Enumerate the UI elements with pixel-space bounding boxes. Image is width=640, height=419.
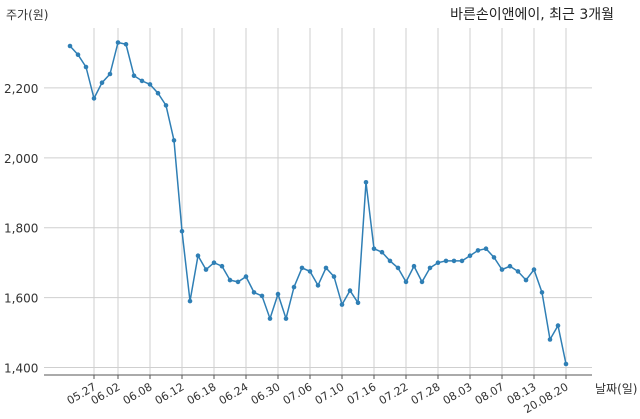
data-point — [219, 263, 225, 269]
y-axis-title: 주가(원) — [6, 8, 49, 22]
data-point — [299, 265, 305, 271]
x-tick-label: 07.10 — [313, 380, 347, 407]
data-point — [259, 293, 265, 299]
axes: 1,4001,6001,8002,0002,20005.2706.0206.08… — [4, 82, 592, 416]
data-point — [451, 258, 457, 264]
data-point — [363, 180, 369, 185]
x-tick-label: 06.08 — [121, 380, 155, 407]
data-point — [515, 269, 521, 274]
data-point — [211, 260, 217, 266]
data-point — [547, 337, 553, 342]
data-point — [107, 71, 113, 77]
data-point — [155, 90, 161, 96]
data-point — [523, 277, 529, 283]
data-point — [291, 284, 297, 290]
data-point — [499, 267, 505, 272]
x-tick-label: 06.18 — [185, 380, 219, 407]
data-point — [195, 253, 201, 258]
y-tick-label: 1,600 — [4, 292, 38, 306]
x-tick-label: 08.07 — [473, 380, 507, 407]
x-tick-label: 08.03 — [441, 380, 475, 407]
data-point — [67, 43, 73, 49]
data-point — [387, 258, 393, 264]
x-tick-label: 06.24 — [217, 380, 251, 407]
data-point — [427, 265, 433, 271]
data-point — [123, 42, 129, 47]
data-point — [419, 279, 425, 285]
data-point — [443, 258, 449, 264]
data-point — [75, 52, 81, 57]
y-tick-label: 1,800 — [4, 222, 38, 236]
data-point — [115, 40, 121, 45]
data-point — [147, 82, 153, 87]
data-point — [475, 248, 481, 253]
data-point — [467, 253, 473, 258]
data-point — [307, 269, 313, 274]
chart-title: 바른손이앤에이, 최근 3개월 — [450, 7, 614, 23]
x-tick-label: 07.06 — [281, 380, 315, 407]
data-point — [91, 96, 97, 101]
data-point — [435, 260, 441, 266]
data-point — [283, 316, 289, 321]
price-series-line — [69, 41, 567, 365]
x-axis-title: 날짜(일) — [595, 382, 638, 396]
x-tick-label: 06.12 — [153, 380, 187, 407]
data-point — [163, 103, 169, 108]
data-point — [83, 64, 89, 70]
data-point — [323, 265, 329, 271]
data-point — [347, 288, 353, 293]
data-point — [179, 228, 185, 234]
data-point — [235, 279, 241, 285]
data-point — [403, 279, 409, 285]
data-point — [99, 80, 105, 85]
y-tick-label: 2,000 — [4, 152, 38, 166]
data-point — [139, 78, 145, 84]
data-point — [315, 283, 321, 288]
y-tick-label: 2,200 — [4, 82, 38, 96]
data-point — [411, 263, 417, 269]
x-tick-label: 07.22 — [377, 380, 411, 407]
grid — [44, 28, 592, 375]
data-point — [227, 277, 233, 283]
data-point — [243, 274, 249, 279]
data-point — [459, 258, 465, 264]
x-tick-label: 07.16 — [345, 380, 379, 407]
data-point — [203, 267, 209, 272]
data-point — [563, 361, 569, 367]
y-tick-label: 1,400 — [4, 361, 38, 375]
data-point — [187, 298, 193, 304]
data-point — [491, 255, 497, 260]
data-point — [131, 73, 137, 78]
data-point — [267, 316, 273, 321]
x-tick-label: 06.30 — [249, 380, 283, 407]
data-point — [171, 138, 177, 143]
data-point — [251, 290, 257, 295]
data-point — [371, 246, 377, 251]
data-point — [355, 300, 361, 306]
data-point — [275, 291, 281, 297]
data-point — [539, 290, 545, 295]
data-point — [483, 246, 489, 251]
data-point — [379, 249, 385, 255]
data-point — [339, 302, 345, 307]
data-point — [331, 274, 337, 279]
data-point — [507, 263, 513, 269]
data-point — [531, 267, 537, 272]
data-point — [555, 323, 561, 328]
series — [67, 40, 569, 367]
x-tick-label: 07.28 — [409, 380, 443, 407]
data-point — [395, 265, 401, 271]
